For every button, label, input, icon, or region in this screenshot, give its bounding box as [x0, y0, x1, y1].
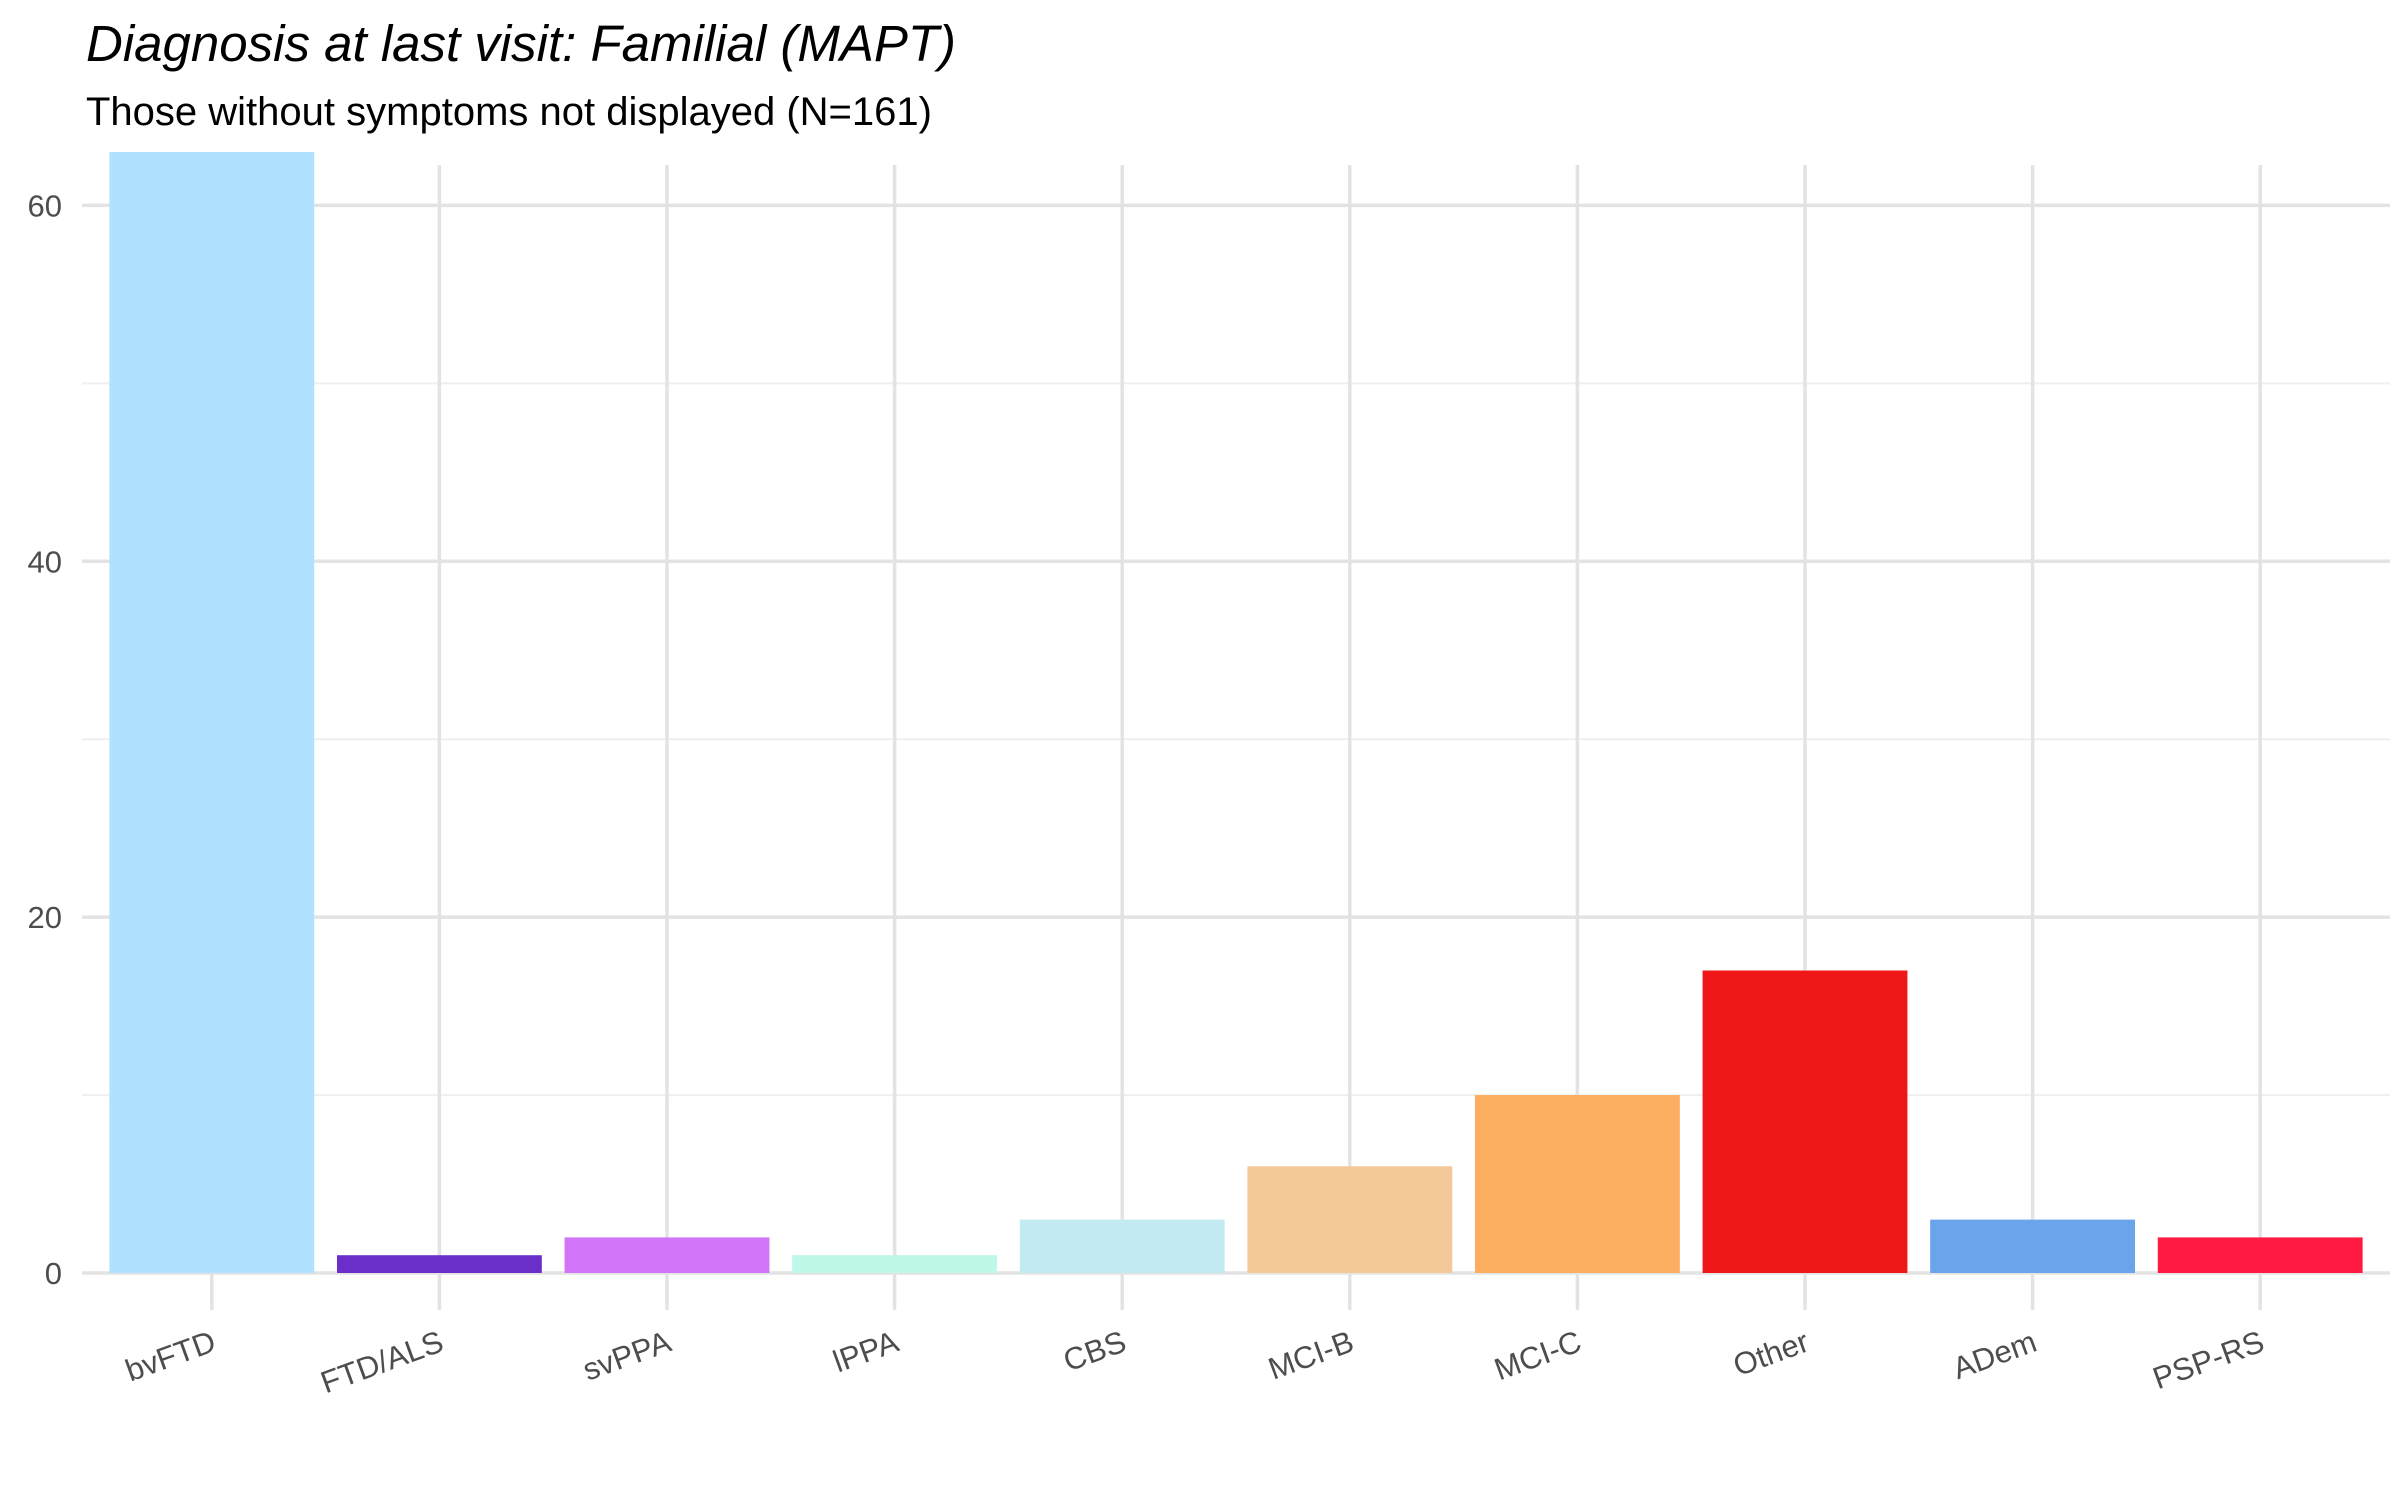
bar-lppa	[792, 1255, 998, 1273]
x-tick-label: PSP-RS	[2148, 1324, 2268, 1396]
bar-mci-b	[1247, 1166, 1453, 1273]
x-tick-label: svPPA	[578, 1324, 676, 1388]
x-tick-label: Other	[1729, 1324, 1814, 1383]
chart-subtitle: Those without symptoms not displayed (N=…	[86, 90, 932, 134]
y-axis-ticks: 0 20 40 60	[28, 188, 62, 1291]
bar-ftd-als	[336, 1255, 542, 1273]
bar-psp-rs	[2157, 1237, 2363, 1273]
y-tick-label: 60	[28, 188, 62, 223]
x-tick-label: ADem	[1948, 1324, 2041, 1386]
grid-lines	[82, 165, 2390, 1310]
bar-cbs	[1019, 1219, 1225, 1273]
x-tick-label: MCI-C	[1490, 1324, 1586, 1388]
bars	[109, 152, 2363, 1273]
y-tick-label: 0	[45, 1256, 62, 1291]
x-tick-label: CBS	[1059, 1324, 1131, 1379]
x-tick-label: MCI-B	[1264, 1324, 1359, 1387]
bar-adem	[1930, 1219, 2136, 1273]
x-tick-label: FTD/ALS	[316, 1324, 448, 1400]
bar-mci-c	[1474, 1095, 1680, 1273]
bar-other	[1702, 970, 1908, 1273]
y-tick-label: 40	[28, 544, 62, 579]
chart-title: Diagnosis at last visit: Familial (MAPT)	[86, 15, 957, 72]
x-tick-label: lPPA	[828, 1324, 903, 1380]
x-tick-label: bvFTD	[121, 1324, 220, 1389]
x-axis-ticks: bvFTD FTD/ALS svPPA lPPA CBS MCI-B MCI-C Other A…	[121, 1324, 2269, 1401]
bar-svppa	[564, 1237, 770, 1273]
y-tick-label: 20	[28, 900, 62, 935]
bar-bvftd	[109, 152, 315, 1273]
